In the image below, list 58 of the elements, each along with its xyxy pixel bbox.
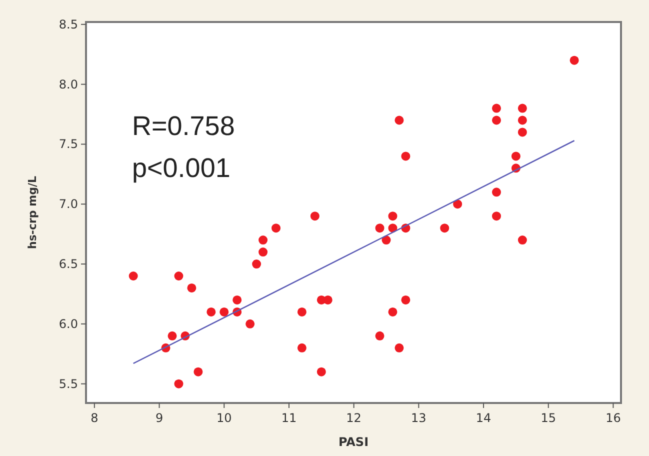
point [206,307,216,316]
y-tick-label: 8.0 [58,77,78,92]
point [375,331,384,340]
annotation: R=0.758 [132,111,235,141]
x-tick-label: 15 [540,411,556,425]
point [258,236,268,245]
point [401,295,410,304]
point [220,307,229,316]
point [394,343,404,352]
y-tick-label: 7.0 [58,197,78,212]
point [168,331,177,340]
point [492,104,501,113]
point [492,188,501,197]
point [272,224,281,233]
x-tick-label: 8 [90,411,98,425]
point [297,343,306,352]
point [401,152,410,161]
point [252,260,262,269]
point [316,367,326,376]
point [570,56,579,65]
x-tick-label: 11 [281,411,297,425]
point [492,212,501,221]
point [440,224,450,233]
point [310,212,320,221]
point [518,104,527,113]
point [194,367,203,376]
annotation: p<0.001 [132,153,230,183]
point [388,307,398,316]
y-axis-title: hs-crp mg/L [26,176,39,249]
point [187,283,196,292]
point [518,128,527,137]
point [518,116,527,125]
point [128,272,138,280]
x-tick-label: 10 [216,411,232,425]
point [518,236,527,245]
y-tick-label: 7.5 [58,137,78,152]
point [232,295,242,304]
x-tick-label: 9 [155,411,164,425]
y-tick-label: 5.5 [58,376,78,391]
point [258,248,268,257]
point [375,224,384,233]
point [297,307,306,316]
point [394,116,404,125]
point [388,212,398,221]
point [511,152,520,161]
x-tick-label: 13 [411,411,426,425]
point [174,272,184,280]
point [453,200,462,209]
x-tick-label: 14 [476,411,492,425]
point [246,319,255,328]
x-axis-title: PASI [338,435,369,449]
x-tick-label: 16 [606,411,621,425]
y-tick-label: 6.5 [58,257,78,272]
y-tick-label: 8.5 [58,17,78,32]
y-tick-label: 6.0 [58,316,78,331]
point [174,379,184,388]
x-tick-label: 12 [346,411,362,425]
point [492,116,501,125]
